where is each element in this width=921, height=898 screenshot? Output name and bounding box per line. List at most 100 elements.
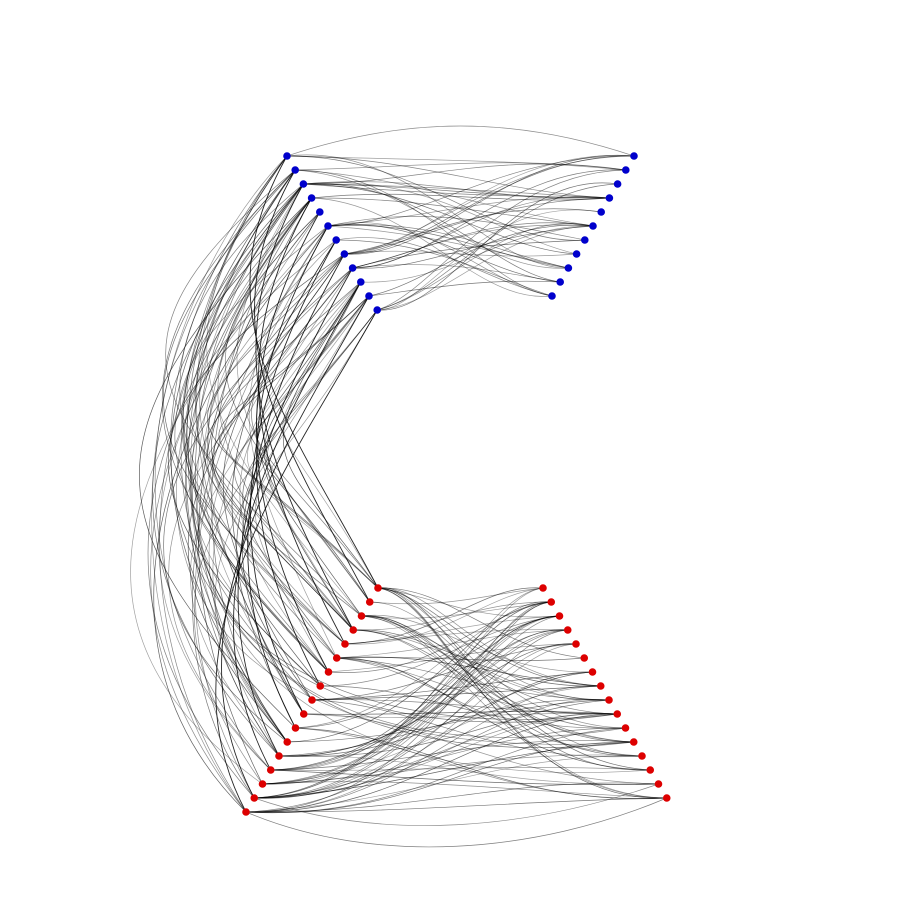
edge-blue-internal: [303, 183, 577, 255]
edge-blue-internal: [368, 280, 561, 297]
edge-red-internal: [352, 601, 552, 631]
edge-red-internal: [377, 587, 610, 701]
edge-red-internal: [303, 713, 659, 785]
edge-red-internal: [303, 711, 618, 715]
edge-blue-red: [192, 225, 329, 799]
node-red-left-2: [357, 612, 366, 620]
edge-blue-internal: [286, 154, 569, 269]
edge-red-internal: [336, 656, 602, 687]
edge-blue-red: [150, 211, 321, 813]
edge-blue-red: [247, 253, 345, 729]
edge-red-internal: [328, 643, 577, 673]
node-red-left-5: [332, 654, 341, 662]
edge-red-internal: [311, 685, 602, 701]
edge-blue-internal: [352, 239, 586, 269]
edge-red-internal: [253, 713, 618, 799]
edge-red-internal: [344, 615, 560, 645]
edge-blue-red: [207, 253, 379, 589]
node-blue-right-2: [613, 180, 622, 188]
edge-blue-red: [193, 309, 378, 785]
edge-blue-internal: [344, 154, 635, 255]
edge-blue-red: [174, 197, 329, 673]
edge-blue-red: [204, 281, 362, 617]
node-red-left-0: [374, 584, 382, 592]
node-red-left-8: [308, 696, 316, 704]
edge-blue-internal: [303, 183, 610, 199]
edge-blue-red: [170, 183, 304, 743]
node-red-right-0: [539, 584, 547, 592]
node-red-right-3: [563, 626, 572, 634]
edge-blue-red: [239, 281, 362, 673]
edge-red-internal: [311, 671, 593, 701]
node-red-right-8: [605, 696, 613, 704]
edge-blue-internal: [344, 208, 602, 255]
edge-red-internal: [352, 629, 602, 687]
edge-red-internal: [295, 601, 552, 729]
edge-blue-red-outer: [170, 155, 618, 720]
node-blue-right-5: [589, 222, 597, 230]
edge-blue-internal: [335, 239, 553, 297]
edge-red-internal: [286, 699, 610, 743]
edge-red-internal: [295, 727, 668, 800]
edge-blue-red: [163, 267, 353, 743]
edge-red-internal: [270, 769, 659, 785]
edge-blue-red: [181, 183, 329, 673]
edge-red-internal: [336, 657, 643, 757]
edge-blue-internal: [344, 197, 610, 255]
node-red-left-1: [365, 598, 374, 606]
edge-blue-red: [179, 183, 338, 659]
edge-red-internal: [262, 781, 668, 799]
edge-red-internal: [253, 629, 569, 799]
edge-blue-internal: [303, 183, 561, 283]
edge-red-internal: [377, 587, 668, 799]
edge-red-internal: [278, 671, 593, 757]
edge-blue-red: [247, 281, 379, 589]
edge-blue-internal: [352, 264, 561, 283]
edge-red-internal: [377, 587, 602, 687]
edge-red-internal: [377, 587, 560, 618]
edge-blue-red: [186, 225, 354, 631]
edge-red-internal: [369, 601, 643, 757]
edge-blue-red: [264, 295, 370, 617]
edge-red-internal: [245, 685, 602, 813]
edge-red-internal: [336, 657, 651, 771]
edge-blue-internal: [327, 224, 569, 269]
node-blue-left-5: [324, 222, 332, 230]
edge-red-internal: [361, 614, 593, 673]
edge-blue-internal: [286, 155, 627, 171]
edge-blue-red: [258, 197, 346, 645]
edge-blue-red: [154, 169, 296, 771]
edge-red-internal: [262, 727, 626, 785]
edge-blue-internal: [376, 209, 602, 311]
node-red-right-7: [596, 682, 605, 690]
node-blue-right-3: [605, 194, 614, 202]
node-red-left-16: [242, 808, 250, 816]
node-blue-left-10: [365, 292, 373, 300]
node-red-left-6: [324, 668, 333, 676]
edge-blue-internal: [294, 169, 594, 227]
edge-blue-internal: [368, 224, 594, 297]
edge-blue-red: [206, 155, 362, 617]
edge-blue-red: [221, 295, 370, 799]
node-blue-right-0: [630, 152, 638, 160]
edge-blue-red-outer: [196, 197, 651, 773]
edge-blue-red: [282, 295, 379, 589]
edge-blue-red: [231, 239, 337, 701]
node-blue-left-0: [283, 152, 291, 160]
edge-blue-red: [256, 225, 329, 687]
edge-blue-internal: [311, 197, 553, 297]
edge-blue-red: [184, 239, 346, 645]
edge-blue-internal: [303, 183, 610, 199]
edge-red-internal: [311, 699, 643, 758]
edge-red-internal: [319, 685, 626, 729]
edge-blue-internal: [344, 155, 635, 255]
node-red-right-13: [646, 766, 655, 774]
node-blue-right-8: [564, 264, 573, 272]
edge-red-internal: [311, 699, 618, 715]
edge-red-internal: [344, 587, 544, 645]
node-red-left-7: [316, 682, 325, 690]
edge-blue-red: [186, 183, 321, 687]
edge-blue-red: [257, 281, 371, 603]
